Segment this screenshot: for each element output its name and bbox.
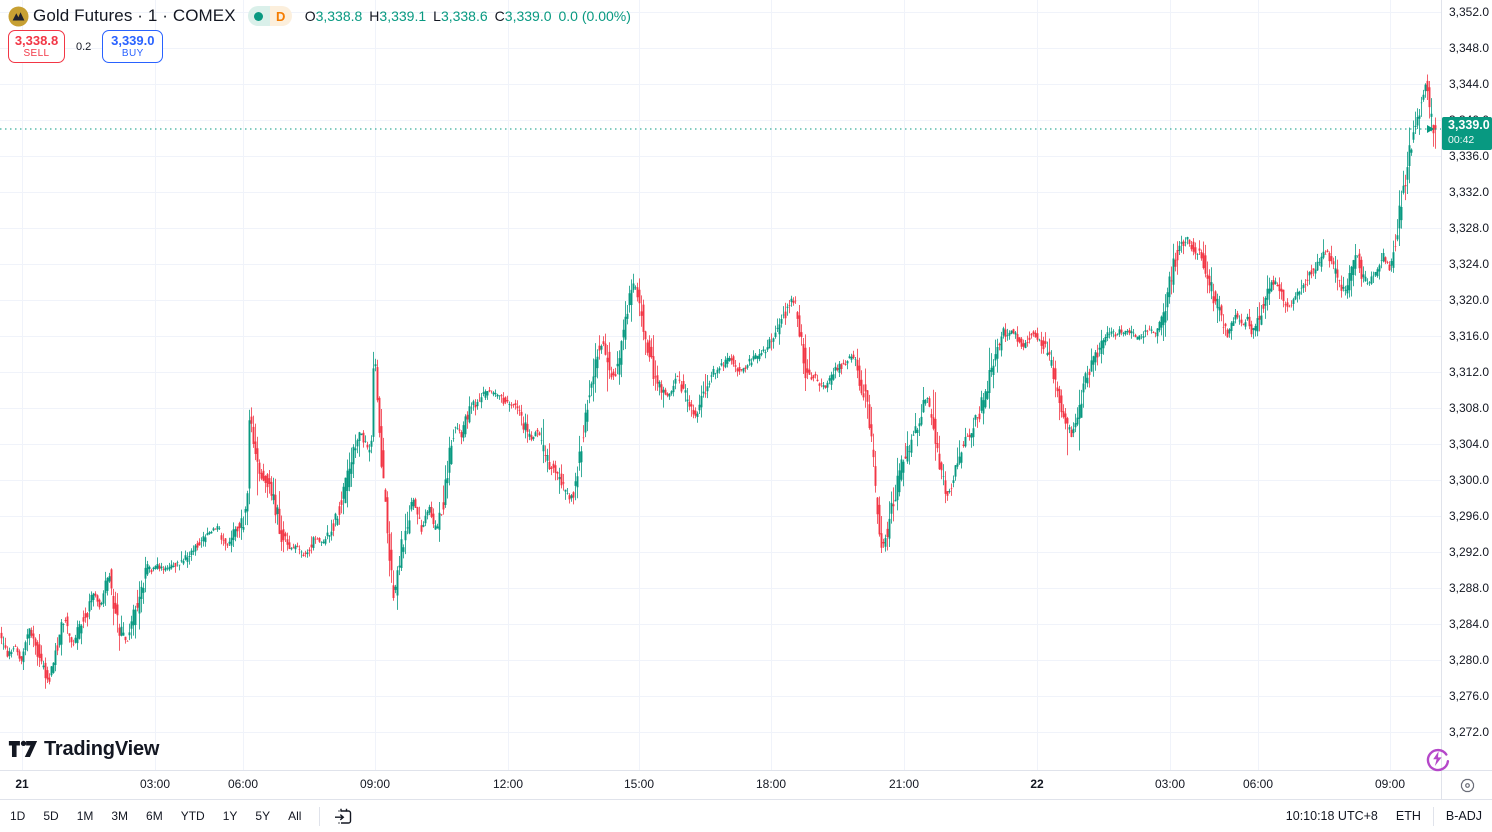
time-tick: 12:00	[492, 777, 524, 791]
price-tick: 3,344.0	[1449, 76, 1490, 91]
price-tick: 3,272.0	[1449, 724, 1490, 739]
ohlc-value: 3,338.8	[315, 8, 363, 24]
ohlc-key: O	[304, 8, 316, 24]
price-tick: 3,276.0	[1449, 688, 1490, 703]
tradingview-logo-icon	[8, 740, 38, 757]
down-candle-bodies	[0, 80, 1437, 682]
range-YTD[interactable]: YTD	[180, 809, 205, 823]
spread-value: 0.2	[76, 40, 92, 53]
range-3M[interactable]: 3M	[111, 809, 129, 823]
symbol-legend: Gold Futures · 1 · COMEX D O3,338.8 H3,33…	[8, 5, 631, 27]
time-axis[interactable]: 21 03:00 06:00 09:00 12:00 15:00 18:00 21:00 22 0…	[0, 770, 1492, 800]
ohlc-key: C	[494, 8, 505, 24]
change-value: 0.0 (0.00%)	[558, 8, 631, 24]
time-tick: 09:00	[359, 777, 391, 791]
sell-label: SELL	[23, 48, 50, 59]
price-tick: 3,304.0	[1449, 436, 1490, 451]
range-6M[interactable]: 6M	[146, 809, 163, 823]
price-tick: 3,316.0	[1449, 328, 1490, 343]
adjustment-badj-button[interactable]: B-ADJ	[1445, 809, 1482, 823]
range-5Y[interactable]: 5Y	[255, 809, 271, 823]
range-5D[interactable]: 5D	[43, 809, 59, 823]
sell-button[interactable]: 3,338.8 SELL	[8, 30, 65, 63]
range-All[interactable]: All	[288, 809, 302, 823]
time-tick: 06:00	[1242, 777, 1274, 791]
clock[interactable]: 10:10:18 UTC+8	[1285, 809, 1378, 823]
ohlc-key: L	[433, 8, 441, 24]
range-1M[interactable]: 1M	[76, 809, 94, 823]
go-to-date-button[interactable]	[334, 807, 353, 826]
axis-settings-gear-icon[interactable]	[1460, 778, 1475, 793]
time-tick: 03:00	[1154, 777, 1186, 791]
toolbar-divider	[319, 806, 321, 826]
buy-price: 3,339.0	[111, 33, 155, 48]
down-candle-wicks	[1, 74, 1436, 689]
market-open-status	[247, 6, 270, 26]
symbol-title[interactable]: Gold Futures · 1 · COMEX	[33, 6, 236, 25]
sell-price: 3,338.8	[14, 33, 59, 48]
market-status-pill: D	[247, 6, 292, 26]
footer-divider	[1432, 806, 1434, 826]
price-tick: 3,288.0	[1449, 580, 1490, 595]
price-chart[interactable]	[0, 0, 1441, 770]
delayed-data-badge[interactable]: D	[269, 6, 292, 26]
time-tick: 22	[1030, 777, 1044, 791]
market-open-dot-icon	[254, 11, 264, 21]
ohlc-value: 3,338.6	[440, 8, 488, 24]
tradingview-wordmark: TradingView	[44, 737, 160, 760]
price-tick: 3,336.0	[1449, 148, 1490, 163]
last-price-value: 3,339.0	[1448, 118, 1490, 132]
price-tick: 3,284.0	[1449, 616, 1490, 631]
range-1D[interactable]: 1D	[10, 809, 26, 823]
price-tick: 3,324.0	[1449, 256, 1490, 271]
price-tick: 3,280.0	[1449, 652, 1490, 667]
price-tick: 3,328.0	[1449, 220, 1490, 235]
price-pointer-icon	[1427, 125, 1434, 133]
ohlc-value: 3,339.1	[379, 8, 427, 24]
last-price-label: 3,339.0 00:42	[1442, 117, 1492, 150]
up-candle-wicks	[3, 83, 1432, 677]
price-tick: 3,292.0	[1449, 544, 1490, 559]
time-tick: 09:00	[1374, 777, 1406, 791]
price-tick: 3,296.0	[1449, 508, 1490, 523]
ohlc-readout: O3,338.8 H3,339.1 L3,338.6 C3,339.0 0.0 (0.0…	[305, 8, 631, 24]
gold-futures-logo-icon	[8, 6, 29, 26]
time-tick: 21:00	[888, 777, 920, 791]
footer-status-right: 10:10:18 UTC+8 ETH B-ADJ	[1285, 806, 1482, 826]
price-tick: 3,300.0	[1449, 472, 1490, 487]
price-tick: 3,308.0	[1449, 400, 1490, 415]
trade-panel: 3,338.8 SELL 0.2 3,339.0 BUY	[8, 30, 164, 63]
calendar-arrow-icon	[335, 808, 352, 824]
ohlc-value: 3,339.0	[504, 8, 552, 24]
bar-countdown: 00:42	[1448, 134, 1475, 146]
session-eth-button[interactable]: ETH	[1395, 809, 1421, 823]
grid-lines	[0, 0, 1441, 770]
time-tick: 15:00	[623, 777, 655, 791]
time-tick: 21	[15, 777, 29, 791]
time-tick: 18:00	[755, 777, 787, 791]
tradingview-watermark[interactable]: TradingView	[8, 737, 159, 761]
time-tick: 03:00	[139, 777, 171, 791]
lightning-boost-icon[interactable]	[1424, 746, 1450, 772]
price-tick: 3,352.0	[1449, 4, 1490, 19]
axis-corner	[1441, 771, 1492, 800]
price-axis[interactable]: 3,352.03,348.03,344.03,340.03,336.03,332…	[1441, 0, 1492, 770]
price-tick: 3,312.0	[1449, 364, 1490, 379]
bottom-toolbar: 1D 5D 1M 3M 6M YTD 1Y 5Y All 10:10:18 UTC+8 ETH …	[0, 799, 1492, 832]
range-1Y[interactable]: 1Y	[222, 809, 238, 823]
time-tick: 06:00	[227, 777, 259, 791]
price-tick: 3,320.0	[1449, 292, 1490, 307]
buy-button[interactable]: 3,339.0 BUY	[102, 30, 164, 63]
buy-label: BUY	[121, 48, 144, 59]
ohlc-key: H	[369, 8, 380, 24]
date-range-switcher: 1D 5D 1M 3M 6M YTD 1Y 5Y All	[10, 809, 319, 823]
price-tick: 3,332.0	[1449, 184, 1490, 199]
price-tick: 3,348.0	[1449, 40, 1490, 55]
up-candle-bodies	[2, 84, 1433, 676]
